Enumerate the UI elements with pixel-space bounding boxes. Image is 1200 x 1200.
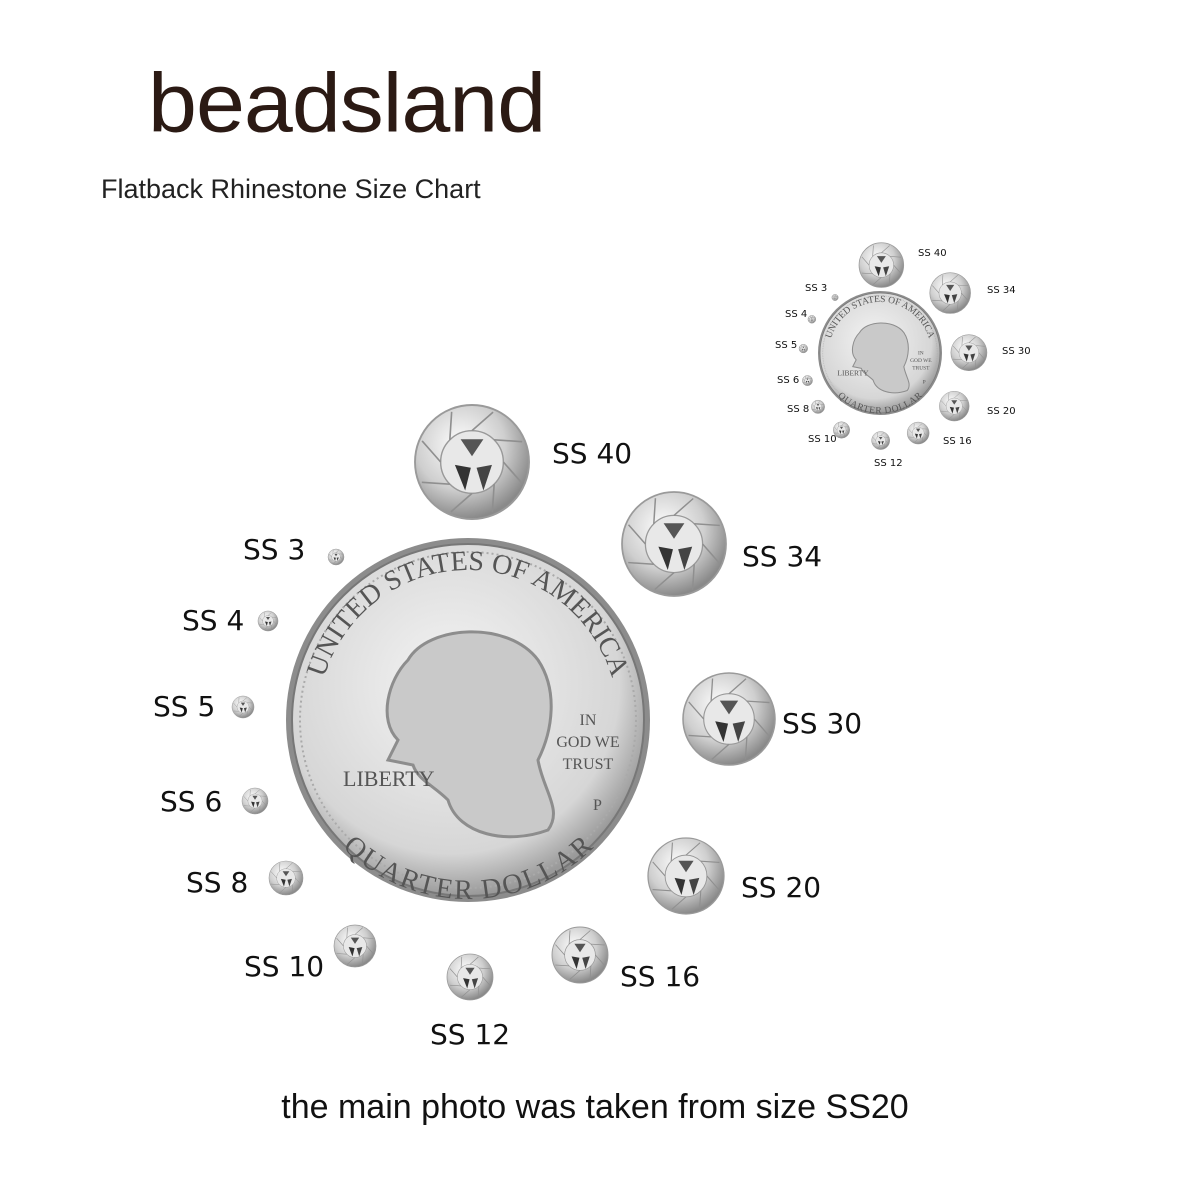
rhinestone-ss8: [268, 860, 304, 896]
rhinestone-inset-ss30: [950, 334, 988, 371]
rhinestone-ss3: [327, 548, 345, 566]
inset-size-label-ss3: SS 3: [805, 283, 828, 294]
rhinestone-ss5: [231, 695, 255, 719]
inset-size-label-ss8: SS 8: [787, 404, 810, 415]
rhinestone-inset-ss12: [871, 431, 890, 450]
brand-logo: beadsland: [148, 55, 546, 150]
rhinestone-inset-ss8: [811, 399, 825, 414]
rhinestone-inset-ss6: [802, 375, 813, 386]
coin-liberty: LIBERTY: [837, 368, 869, 377]
inset-size-label-ss12: SS 12: [874, 458, 903, 469]
coin-liberty: LIBERTY: [343, 766, 435, 791]
rhinestone-ss16: [551, 926, 609, 984]
coin-mint-mark: P: [923, 380, 926, 386]
inset-size-label-ss10: SS 10: [808, 434, 837, 445]
rhinestone-ss20: [647, 837, 725, 915]
size-label-ss12: SS 12: [430, 1018, 511, 1051]
rhinestone-inset-ss4: [807, 315, 817, 324]
rhinestone-inset-ss10: [833, 421, 850, 439]
size-label-ss30: SS 30: [782, 707, 863, 740]
inset-size-label-ss16: SS 16: [943, 436, 972, 447]
rhinestone-ss34: [621, 491, 727, 597]
inset-size-label-ss34: SS 34: [987, 285, 1016, 296]
rhinestone-inset-ss40: [858, 242, 905, 288]
size-label-ss8: SS 8: [186, 866, 249, 899]
coin-motto: GOD WE: [910, 358, 932, 364]
coin-motto: IN: [918, 351, 924, 357]
coin-motto: TRUST: [563, 756, 614, 773]
inset-size-label-ss4: SS 4: [785, 309, 808, 320]
size-label-ss20: SS 20: [741, 871, 822, 904]
rhinestone-inset-ss5: [798, 344, 808, 354]
coin-motto: GOD WE: [556, 734, 619, 751]
rhinestone-ss4: [257, 610, 279, 632]
size-label-ss3: SS 3: [243, 533, 306, 566]
washington-portrait: [385, 630, 555, 839]
inset-size-label-ss30: SS 30: [1002, 346, 1031, 357]
size-label-ss40: SS 40: [552, 437, 633, 470]
rhinestone-inset-ss20: [939, 391, 970, 422]
inset-size-label-ss20: SS 20: [987, 406, 1016, 417]
size-label-ss5: SS 5: [153, 690, 216, 723]
rhinestone-inset-ss34: [929, 272, 971, 314]
washington-portrait: [851, 322, 910, 394]
size-label-ss6: SS 6: [160, 785, 223, 818]
size-label-ss10: SS 10: [244, 950, 325, 983]
coin-motto: TRUST: [912, 366, 930, 372]
size-label-ss34: SS 34: [742, 540, 823, 573]
caption: the main photo was taken from size SS20: [281, 1088, 909, 1126]
coin-mint-mark: P: [593, 797, 602, 814]
rhinestone-inset-ss16: [906, 421, 930, 445]
size-label-ss16: SS 16: [620, 960, 701, 993]
size-label-ss4: SS 4: [182, 604, 245, 637]
rhinestone-ss40: [414, 404, 530, 520]
rhinestone-ss10: [333, 924, 377, 968]
inset-size-label-ss6: SS 6: [777, 375, 800, 386]
rhinestone-ss6: [241, 787, 269, 815]
coin-motto: IN: [580, 712, 597, 729]
inset-size-label-ss40: SS 40: [918, 248, 947, 259]
rhinestone-inset-ss3: [831, 294, 839, 301]
rhinestone-ss12: [446, 953, 494, 1001]
chart-subtitle: Flatback Rhinestone Size Chart: [101, 174, 481, 204]
rhinestone-ss30: [682, 672, 776, 766]
inset-size-label-ss5: SS 5: [775, 340, 798, 351]
